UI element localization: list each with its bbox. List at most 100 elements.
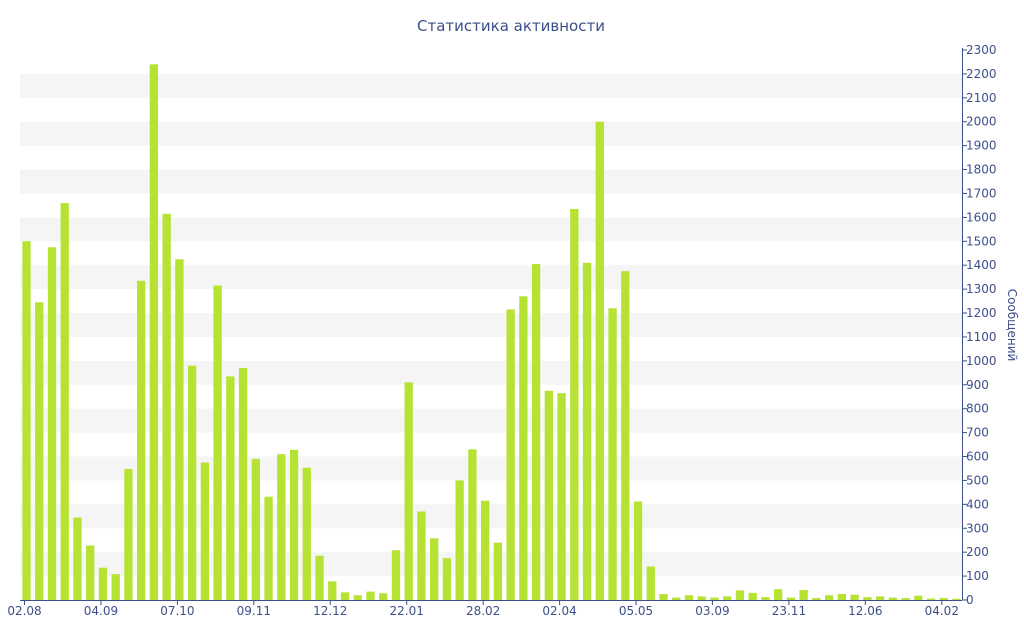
bar: [850, 594, 859, 600]
x-tick-label: 02.08: [7, 604, 41, 618]
bar: [238, 368, 248, 600]
grid-band: [20, 217, 962, 242]
bar: [633, 501, 643, 600]
bar: [519, 296, 528, 600]
grid-band: [20, 504, 962, 529]
bar: [544, 390, 553, 600]
y-tick-label: 2100: [966, 91, 997, 105]
bar: [315, 555, 324, 600]
y-tick-label: 1200: [966, 306, 997, 320]
bar: [455, 480, 464, 600]
bar: [175, 259, 184, 600]
grid-band: [20, 73, 962, 98]
bar: [531, 264, 541, 600]
x-tick-label: 22.01: [390, 604, 424, 618]
bar: [379, 593, 388, 600]
x-tick-label: 12.06: [848, 604, 882, 618]
y-axis: 0 100 200 300 400 500 600 700 800 900 1000 1100 1200…: [962, 43, 997, 607]
x-tick-label: 12.12: [313, 604, 347, 618]
bar: [264, 496, 273, 600]
y-tick-label: 1600: [966, 210, 997, 224]
bar: [608, 308, 617, 600]
bar: [875, 596, 885, 600]
bar: [723, 596, 732, 600]
y-tick-label: 1300: [966, 282, 997, 296]
bar: [73, 517, 82, 600]
grid-band: [20, 360, 962, 385]
bar: [251, 458, 260, 600]
x-tick-label: 23.11: [772, 604, 806, 618]
bar: [47, 247, 57, 600]
y-tick-label: 1100: [966, 330, 997, 344]
bar: [710, 597, 719, 600]
bar: [557, 393, 566, 600]
bar: [786, 597, 796, 600]
y-tick-label: 0: [966, 593, 974, 607]
bar: [60, 203, 69, 601]
y-tick-label: 900: [966, 378, 989, 392]
bar: [837, 594, 847, 600]
y-tick-label: 2200: [966, 67, 997, 81]
y-tick-label: 2000: [966, 115, 997, 129]
bar: [353, 595, 362, 600]
y-tick-label: 400: [966, 497, 989, 511]
bar: [735, 590, 745, 600]
y-tick-label: 1500: [966, 234, 997, 248]
bar: [697, 596, 706, 600]
bar: [213, 285, 222, 600]
bar: [366, 591, 375, 600]
bar: [111, 574, 120, 600]
grid-band: [20, 552, 962, 577]
y-tick-label: 500: [966, 473, 989, 487]
y-tick-label: 1000: [966, 354, 997, 368]
y-tick-label: 700: [966, 426, 989, 440]
bar: [480, 500, 490, 600]
bar: [939, 598, 948, 600]
bar: [570, 209, 579, 600]
x-tick-label: 05.05: [619, 604, 653, 618]
x-tick-label: 04.02: [925, 604, 959, 618]
x-tick-label: 04.09: [84, 604, 118, 618]
bar: [391, 550, 401, 600]
bar: [328, 581, 337, 600]
y-tick-label: 200: [966, 545, 989, 559]
bar: [289, 449, 299, 600]
x-tick-label: 28.02: [466, 604, 500, 618]
bar: [926, 598, 936, 600]
y-axis-label: Сообщений: [1005, 289, 1019, 362]
bar: [340, 592, 350, 600]
bar: [200, 462, 210, 600]
bar: [901, 598, 910, 600]
grid-band: [20, 313, 962, 337]
bar: [86, 545, 95, 600]
x-tick-label: 03.09: [695, 604, 729, 618]
chart-title: Статистика активности: [417, 17, 605, 35]
bar: [506, 309, 515, 600]
bar: [226, 376, 235, 600]
bar: [124, 468, 133, 600]
bar: [748, 592, 757, 600]
bar: [187, 365, 197, 600]
grid-band: [20, 169, 962, 194]
bar: [137, 280, 146, 600]
x-tick-label: 09.11: [237, 604, 271, 618]
y-tick-label: 1400: [966, 258, 997, 272]
y-tick-label: 1900: [966, 139, 997, 153]
bar: [863, 597, 872, 600]
bar: [684, 595, 694, 600]
bar: [914, 595, 923, 600]
bar: [442, 558, 452, 600]
y-tick-label: 2300: [966, 43, 997, 57]
y-tick-label: 300: [966, 521, 989, 535]
bar: [888, 597, 897, 600]
y-tick-label: 600: [966, 450, 989, 464]
y-tick-label: 100: [966, 569, 989, 583]
bar: [824, 595, 834, 600]
bar: [774, 589, 783, 600]
bar: [162, 213, 171, 601]
bar: [98, 567, 108, 600]
bar: [417, 511, 426, 600]
bar: [35, 302, 44, 600]
